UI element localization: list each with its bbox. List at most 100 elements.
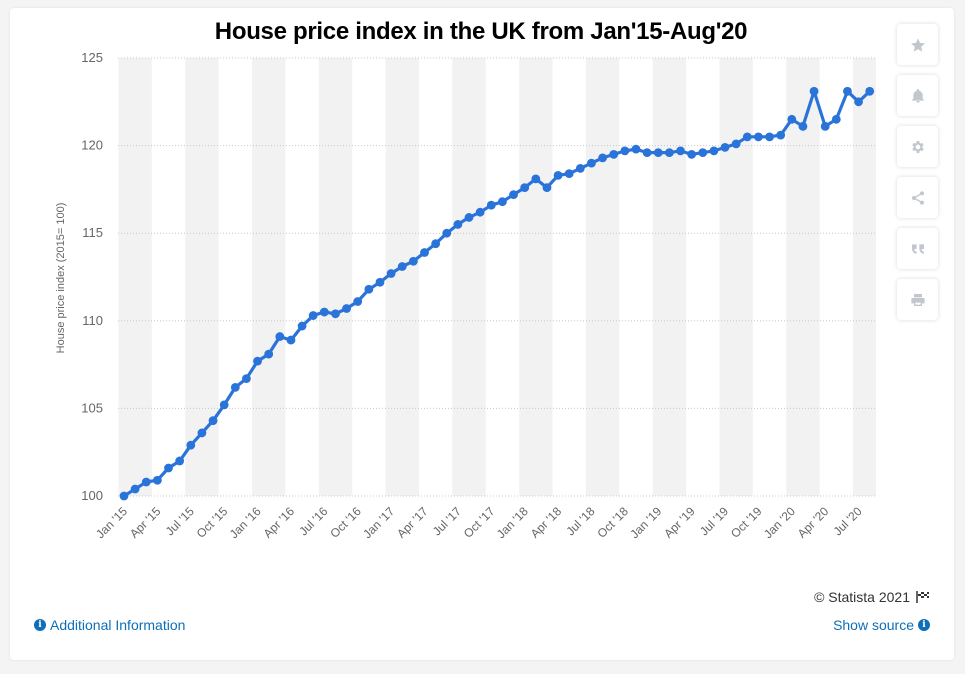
data-point[interactable] [809,86,819,96]
data-point[interactable] [765,132,774,142]
data-point[interactable] [575,163,585,173]
data-point[interactable] [408,256,418,266]
additional-information-link[interactable]: i Additional Information [34,617,185,633]
x-tick-label: Apr '18 [528,504,565,541]
data-point[interactable] [453,220,463,229]
data-point[interactable] [609,149,619,159]
data-point[interactable] [731,139,741,149]
data-point[interactable] [342,304,351,313]
data-point[interactable] [631,144,641,154]
data-point[interactable] [286,335,296,345]
data-point[interactable] [197,428,207,438]
data-point[interactable] [308,311,318,320]
x-tick-label: Oct '19 [728,504,765,541]
data-point[interactable] [854,97,863,107]
data-point[interactable] [831,114,841,124]
x-tick-label: Jan '18 [494,504,531,541]
notification-button[interactable] [897,75,938,116]
data-point[interactable] [486,200,496,210]
data-point[interactable] [787,114,797,124]
data-point[interactable] [275,332,285,341]
data-point[interactable] [141,477,151,487]
series-line [119,86,875,501]
x-tick-label: Jul '17 [430,504,464,538]
data-point[interactable] [353,297,363,306]
y-tick-label: 120 [81,138,103,153]
data-point[interactable] [542,183,552,193]
flag-icon[interactable] [916,591,930,603]
data-point[interactable] [553,170,563,180]
data-point[interactable] [798,121,808,131]
data-point[interactable] [152,475,162,485]
print-button[interactable] [897,279,938,320]
data-point[interactable] [230,382,240,392]
x-tick-label: Jan '17 [360,504,397,541]
data-point[interactable] [119,491,129,501]
data-point[interactable] [820,121,830,131]
data-point[interactable] [754,132,763,142]
x-tick-label: Jan '15 [93,504,130,541]
data-point[interactable] [587,158,596,168]
x-tick-label: Apr '16 [261,504,298,541]
data-point[interactable] [442,228,452,238]
data-point[interactable] [742,132,752,142]
x-tick-label: Jan '16 [227,504,264,541]
data-point[interactable] [475,207,485,217]
data-point[interactable] [319,307,329,317]
data-point[interactable] [331,309,340,319]
data-point[interactable] [464,213,474,222]
data-point[interactable] [664,148,674,158]
quarter-band [786,58,820,496]
data-point[interactable] [709,146,719,156]
data-point[interactable] [687,149,697,159]
data-point[interactable] [865,86,875,96]
data-point[interactable] [375,277,385,287]
data-point[interactable] [431,239,441,249]
data-point[interactable] [397,262,407,271]
y-tick-label: 100 [81,488,103,503]
data-point[interactable] [386,269,396,278]
data-point[interactable] [676,146,685,156]
data-point[interactable] [364,284,374,294]
data-point[interactable] [264,349,274,359]
x-tick-label: Jan '19 [627,504,664,541]
data-point[interactable] [253,356,262,366]
data-point[interactable] [420,248,429,257]
data-point[interactable] [498,197,507,207]
data-point[interactable] [130,484,140,494]
data-point[interactable] [219,400,229,410]
x-tick-label: Jul '19 [697,504,731,538]
data-point[interactable] [720,142,730,152]
share-button[interactable] [897,177,938,218]
data-point[interactable] [186,440,196,450]
cite-button[interactable] [897,228,938,269]
toolbar [897,24,938,330]
data-point[interactable] [620,146,630,156]
x-tick-label: Jan '20 [761,504,798,541]
data-point[interactable] [509,190,518,200]
settings-button[interactable] [897,126,938,167]
data-point[interactable] [642,148,652,158]
data-point[interactable] [164,463,173,473]
data-point[interactable] [564,169,574,179]
data-point[interactable] [208,416,218,426]
show-source-link[interactable]: Show source i [833,617,930,633]
data-point[interactable] [598,153,607,163]
bell-icon [911,88,924,103]
data-point[interactable] [653,148,663,158]
series-path [123,89,871,498]
x-tick-label: Oct '16 [327,504,364,541]
data-point[interactable] [175,456,185,466]
data-point[interactable] [297,321,307,331]
data-point[interactable] [776,130,786,140]
data-point[interactable] [520,183,530,193]
grid-lines [118,57,876,497]
data-point[interactable] [843,86,852,96]
data-point[interactable] [242,374,251,384]
y-tick-label: 125 [81,50,103,65]
data-point[interactable] [531,174,541,184]
data-point[interactable] [698,148,708,158]
quarter-band [318,58,353,496]
favorite-button[interactable] [897,24,938,65]
